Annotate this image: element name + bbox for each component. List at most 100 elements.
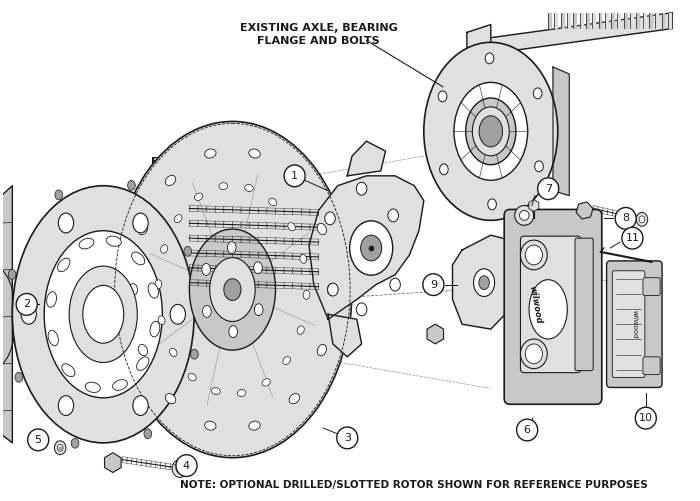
Polygon shape [668,13,671,29]
Ellipse shape [79,238,94,249]
Polygon shape [636,13,639,29]
Ellipse shape [190,229,276,350]
Circle shape [517,419,538,441]
Ellipse shape [289,394,300,404]
Text: 1: 1 [291,171,298,181]
Ellipse shape [69,266,137,363]
Polygon shape [617,13,620,29]
Ellipse shape [15,372,22,382]
Ellipse shape [58,396,74,415]
Ellipse shape [139,223,148,234]
Text: 8: 8 [622,213,629,223]
FancyBboxPatch shape [607,261,662,387]
Polygon shape [655,13,658,29]
Circle shape [622,227,643,249]
Ellipse shape [55,190,62,200]
Ellipse shape [85,382,100,392]
Ellipse shape [269,198,276,206]
Ellipse shape [388,209,398,222]
Ellipse shape [485,53,494,64]
Ellipse shape [132,252,145,265]
Ellipse shape [289,175,300,185]
Ellipse shape [204,149,216,158]
Polygon shape [580,13,582,29]
Ellipse shape [195,193,203,200]
FancyBboxPatch shape [521,236,581,373]
Ellipse shape [144,429,152,438]
Polygon shape [309,176,424,319]
Circle shape [16,294,37,315]
Ellipse shape [106,236,121,246]
Ellipse shape [160,244,167,254]
Ellipse shape [133,213,148,233]
Ellipse shape [62,364,75,377]
Ellipse shape [210,258,256,322]
Ellipse shape [150,321,160,337]
Ellipse shape [21,305,36,324]
Ellipse shape [298,326,304,335]
Text: 10: 10 [639,413,653,423]
Ellipse shape [55,441,66,455]
Ellipse shape [360,235,382,261]
Text: NOTE: OPTIONAL DRILLED/SLOTTED ROTOR SHOWN FOR REFERENCE PURPOSES: NOTE: OPTIONAL DRILLED/SLOTTED ROTOR SHO… [181,480,648,490]
Circle shape [423,274,444,296]
Ellipse shape [229,326,237,338]
Ellipse shape [47,292,57,307]
Circle shape [28,429,49,451]
Ellipse shape [303,291,310,299]
Ellipse shape [8,270,16,280]
Ellipse shape [535,161,543,172]
Ellipse shape [158,316,165,325]
Ellipse shape [13,186,194,443]
Ellipse shape [176,464,183,473]
Ellipse shape [639,216,645,223]
Text: 11: 11 [625,233,639,243]
Polygon shape [624,13,626,29]
Polygon shape [605,13,608,29]
Ellipse shape [525,245,542,265]
Polygon shape [573,13,576,29]
Text: 3: 3 [344,433,351,443]
FancyBboxPatch shape [575,238,593,371]
Text: wilwood: wilwood [527,285,542,324]
Ellipse shape [262,379,270,386]
Ellipse shape [172,459,188,477]
Polygon shape [592,13,595,29]
Polygon shape [630,13,633,29]
Ellipse shape [44,231,162,398]
Ellipse shape [253,262,262,274]
Ellipse shape [237,389,246,396]
FancyBboxPatch shape [643,278,660,296]
Polygon shape [586,13,589,29]
Ellipse shape [424,42,558,220]
Ellipse shape [325,212,335,225]
Ellipse shape [148,283,158,298]
Ellipse shape [57,258,70,272]
Text: 7: 7 [545,184,552,194]
Polygon shape [347,141,386,176]
Polygon shape [561,13,564,29]
Ellipse shape [533,88,542,99]
Polygon shape [567,13,570,29]
Polygon shape [649,13,652,29]
Ellipse shape [202,264,211,276]
Polygon shape [328,314,362,357]
Ellipse shape [521,339,547,369]
Circle shape [284,165,305,187]
Ellipse shape [390,278,400,291]
Ellipse shape [190,349,198,359]
Ellipse shape [228,241,236,254]
Circle shape [337,427,358,449]
Ellipse shape [165,394,176,404]
Ellipse shape [211,388,220,395]
Ellipse shape [202,306,211,317]
Circle shape [176,455,197,476]
Ellipse shape [136,357,149,370]
Ellipse shape [479,276,489,290]
Ellipse shape [155,280,162,289]
Ellipse shape [204,421,216,430]
Ellipse shape [514,205,534,225]
Ellipse shape [224,279,241,301]
Ellipse shape [300,255,307,264]
Ellipse shape [58,213,74,233]
